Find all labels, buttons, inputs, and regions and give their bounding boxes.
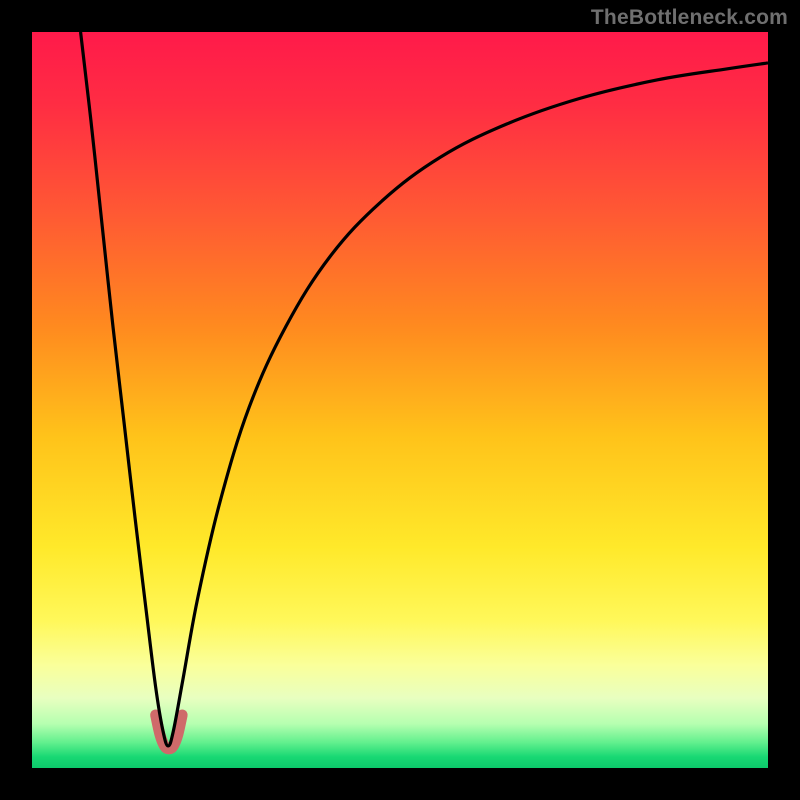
gradient-background (32, 32, 768, 768)
chart-frame: TheBottleneck.com (0, 0, 800, 800)
plot-area (32, 32, 768, 768)
watermark-text: TheBottleneck.com (591, 6, 788, 30)
chart-svg (32, 32, 768, 768)
